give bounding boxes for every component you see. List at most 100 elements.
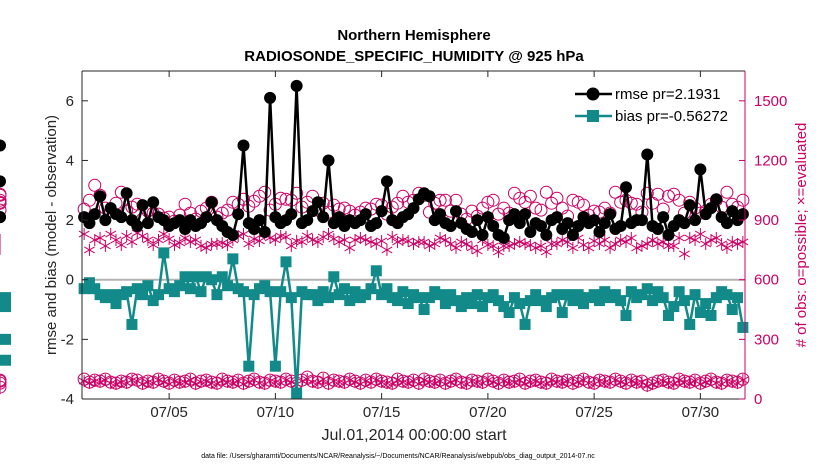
bias-point [636,289,648,301]
bias-point [397,286,409,298]
rmse-point [141,217,154,230]
evaluated-obs-point [184,235,196,248]
rmse-point [317,211,330,224]
evaluated-obs-point [721,241,733,254]
bias-point [243,360,255,372]
possible-obs-point [0,380,7,394]
bias-point [227,253,239,265]
chart-subtitle: RADIOSONDE_SPECIFIC_HUMIDITY @ 925 hPa [244,48,584,65]
rmse-point [614,220,627,233]
evaluated-obs-point [445,376,457,389]
bias-point [477,301,489,313]
evaluated-obs-point [540,378,552,391]
rmse-point [710,193,723,206]
rmse-point [99,214,112,227]
evaluated-obs-point [726,235,738,248]
series-layer [0,79,750,399]
evaluated-obs-point [89,233,101,246]
x-tick-label: 07/30 [682,404,720,421]
bias-point [259,280,271,292]
evaluated-obs-point [243,237,255,250]
evaluated-obs-point [461,237,473,250]
bias-point [567,295,579,307]
evaluated-obs-point [530,375,542,388]
bias-point [370,265,382,277]
series-evaluated-low [0,373,749,395]
evaluated-obs-point [142,233,154,246]
rmse-point [94,190,107,203]
series-evaluated [0,227,749,260]
evaluated-obs-point [137,378,149,391]
bias-point [599,286,611,298]
chart-title: Northern Hemisphere [337,27,490,44]
bias-point [455,301,467,313]
evaluated-obs-point [572,376,584,389]
rmse-point [423,190,436,203]
bias-point [461,292,473,304]
bias-point [0,354,11,366]
bias-point [323,292,334,304]
bias-point [0,301,11,313]
bias-point [721,289,733,301]
bias-point [402,298,414,310]
bias-point [89,283,101,295]
rmse-point [588,214,601,227]
bias-point [493,295,504,307]
evaluated-obs-point [535,239,547,252]
evaluated-obs-point [556,377,568,390]
evaluated-obs-point [83,243,95,256]
possible-obs-point [391,196,405,210]
bias-point [338,283,350,295]
bias-point [732,292,744,304]
bias-point [333,289,345,301]
bias-point [615,295,627,307]
evaluated-obs-point [604,241,616,254]
evaluated-obs-point [705,233,717,246]
bias-point [593,295,605,307]
evaluated-obs-point [307,233,319,246]
rmse-point [678,217,691,230]
bias-point [530,289,542,301]
evaluated-obs-point [338,233,350,246]
rmse-point [311,196,324,209]
evaluated-obs-point [429,237,441,250]
rmse-point [333,211,346,224]
bias-point [710,292,722,304]
evaluated-obs-point [105,228,117,241]
evaluated-obs-point [376,234,388,247]
rmse-point [444,220,457,233]
rmse-point [572,220,585,233]
rmse-point [620,181,632,194]
possible-obs-point [0,195,7,209]
evaluated-obs-point [418,374,430,387]
evaluated-obs-point [540,245,552,258]
evaluated-obs-point [641,237,653,250]
evaluated-obs-point [567,241,579,254]
possible-obs-point [0,376,7,390]
bias-point [418,304,430,316]
legend: rmse pr=2.1931 bias pr=-0.56272 [575,86,728,125]
evaluated-obs-point [78,228,90,241]
evaluated-obs-point [673,231,685,244]
rmse-point [519,208,532,221]
evaluated-obs-point [94,231,106,244]
rmse-point [359,208,372,221]
bias-point [508,292,520,304]
possible-obs-point [0,373,7,387]
possible-obs-point [529,201,543,215]
rmse-point [120,187,133,200]
bias-point [83,277,95,289]
y-tick-label-left: 6 [66,93,74,110]
evaluated-obs-point [110,378,122,391]
possible-obs-point [465,204,479,218]
evaluated-obs-point [657,375,669,388]
evaluated-obs-point [344,241,356,254]
bias-point [105,289,117,301]
evaluated-obs-point [615,376,627,389]
rmse-point [290,79,303,92]
evaluated-obs-point [216,236,228,249]
evaluated-obs-point [609,374,621,387]
rmse-point [651,223,664,236]
evaluated-obs-point [647,233,659,246]
possible-obs-point [624,196,638,210]
